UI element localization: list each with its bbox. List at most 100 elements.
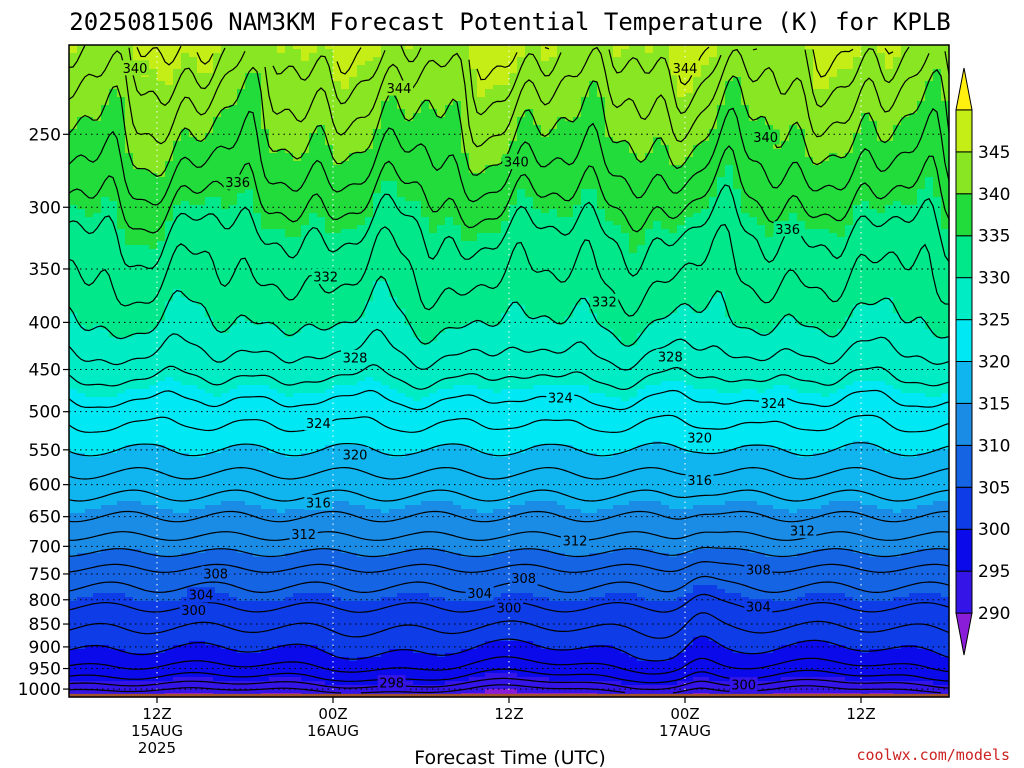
- contour-fill-cell: [517, 389, 526, 454]
- contour-fill-cell: [149, 681, 158, 698]
- contour-fill-cell: [653, 137, 662, 222]
- contour-fill-cell: [453, 225, 462, 330]
- contour-fill-cell: [77, 649, 86, 682]
- contour-fill-cell: [349, 77, 358, 154]
- contour-fill-cell: [669, 509, 678, 558]
- contour-fill-cell: [229, 445, 238, 502]
- contour-label-bg: [751, 129, 780, 145]
- contour-fill-cell: [477, 513, 486, 558]
- colorbar-swatch: [955, 109, 973, 153]
- contour-fill-cell: [349, 153, 358, 230]
- contour-fill-cell: [357, 381, 366, 446]
- contour-fill-cell: [629, 45, 638, 154]
- contour-fill-cell: [741, 389, 750, 446]
- contour-fill-cell: [285, 677, 294, 694]
- contour-fill-cell: [229, 597, 238, 650]
- contour-line: [68, 668, 950, 684]
- contour-fill-cell: [765, 389, 774, 446]
- contour-fill-cell: [157, 321, 166, 382]
- y-tick-label: 750: [29, 565, 61, 585]
- contour-fill-cell: [421, 45, 430, 102]
- contour-fill-cell: [365, 449, 374, 510]
- contour-fill-cell: [421, 345, 430, 398]
- contour-fill-cell: [589, 553, 598, 598]
- contour-fill-cell: [725, 449, 734, 502]
- contour-fill-cell: [941, 337, 950, 394]
- contour-fill-cell: [157, 653, 166, 682]
- contour-fill-cell: [613, 681, 622, 698]
- contour-fill-cell: [597, 553, 606, 598]
- contour-fill-cell: [933, 397, 942, 450]
- contour-fill-cell: [469, 601, 478, 650]
- contour-fill-cell: [477, 173, 486, 234]
- contour-fill-cell: [613, 549, 622, 594]
- contour-fill-cell: [709, 505, 718, 550]
- contour-label: 340: [751, 129, 780, 146]
- contour-fill-cell: [373, 281, 382, 382]
- contour-fill-cell: [573, 117, 582, 206]
- contour-fill-cell: [637, 597, 646, 662]
- contour-fill-cell: [333, 501, 342, 550]
- contour-fill-cell: [925, 649, 934, 682]
- contour-fill-cell: [293, 333, 302, 394]
- contour-label: 300: [179, 602, 208, 619]
- contour-fill-cell: [125, 153, 134, 246]
- contour-fill-cell: [357, 45, 366, 66]
- contour-fill-cell: [533, 445, 542, 502]
- contour-fill-cell: [285, 457, 294, 510]
- contour-fill-cell: [837, 69, 846, 158]
- contour-fill-cell: [269, 677, 278, 694]
- contour-label-bg: [685, 472, 714, 488]
- contour-fill-cell: [597, 597, 606, 646]
- contour-fill-cell: [637, 501, 646, 550]
- contour-label-bg: [590, 293, 619, 309]
- contour-fill-cell: [733, 189, 742, 326]
- contour-fill-cell: [341, 685, 350, 698]
- contour-fill-cell: [485, 513, 494, 558]
- contour-fill-cell: [309, 593, 318, 646]
- contour-fill-cell: [765, 237, 774, 334]
- contour-fill-cell: [509, 301, 518, 390]
- contour-fill-cell: [173, 557, 182, 602]
- contour-fill-cell: [277, 645, 286, 678]
- contour-fill-cell: [581, 681, 590, 694]
- contour-fill-cell: [789, 557, 798, 602]
- contour-fill-cell: [221, 333, 230, 394]
- contour-fill-cell: [565, 601, 574, 650]
- contour-fill-cell: [645, 445, 654, 502]
- contour-fill-cell: [725, 549, 734, 594]
- contour-fill-cell: [821, 549, 830, 594]
- contour-fill-cell: [149, 329, 158, 386]
- contour-fill-cell: [133, 445, 142, 502]
- contour-fill-cell: [349, 601, 358, 662]
- contour-fill-cell: [317, 125, 326, 218]
- contour-fill-cell: [501, 593, 510, 642]
- contour-fill-cell: [709, 129, 718, 198]
- contour-fill-cell: [317, 501, 326, 550]
- contour-fill-cell: [733, 449, 742, 502]
- contour-fill-cell: [229, 45, 238, 106]
- contour-fill-cell: [437, 501, 446, 550]
- y-tick-label: 800: [29, 591, 61, 611]
- contour-fill-cell: [429, 449, 438, 502]
- contour-fill-cell: [829, 337, 838, 394]
- contour-fill-cell: [429, 341, 438, 394]
- contour-label: 312: [561, 533, 589, 550]
- contour-fill-cell: [181, 129, 190, 202]
- contour-fill-cell: [117, 501, 126, 550]
- contour-fill-cell: [909, 205, 918, 322]
- contour-fill-cell: [765, 505, 774, 558]
- contour-line: [68, 677, 950, 691]
- contour-fill-cell: [85, 45, 94, 118]
- contour-fill-cell: [149, 445, 158, 506]
- contour-fill-cell: [333, 81, 342, 166]
- contour-fill-cell: [845, 445, 854, 502]
- credit-text: coolwx.com/models: [856, 746, 1010, 764]
- contour-fill-cell: [149, 553, 158, 602]
- contour-fill-cell: [845, 549, 854, 598]
- contour-fill-cell: [925, 81, 934, 178]
- contour-fill-cell: [221, 449, 230, 502]
- contour-fill-cell: [437, 333, 446, 390]
- contour-line: [68, 510, 949, 523]
- contour-fill-cell: [381, 181, 390, 282]
